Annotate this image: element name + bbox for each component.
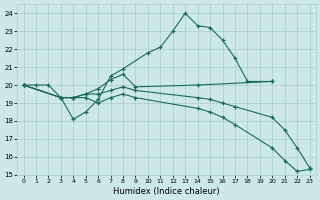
X-axis label: Humidex (Indice chaleur): Humidex (Indice chaleur) — [113, 187, 220, 196]
